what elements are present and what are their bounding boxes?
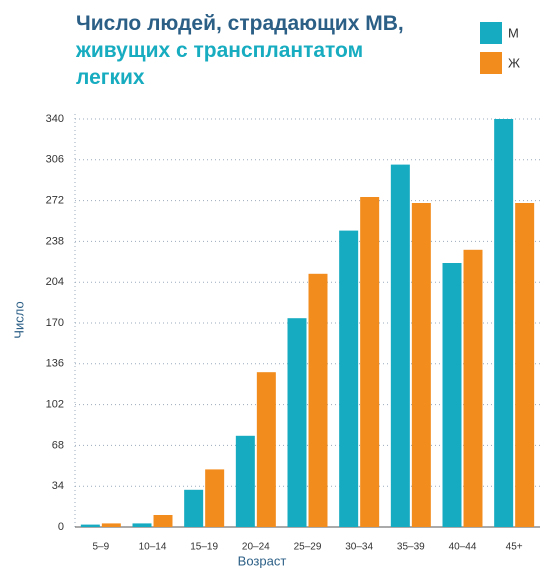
- bar: [235, 435, 255, 527]
- bar: [132, 523, 152, 527]
- bar: [515, 203, 535, 527]
- bar: [153, 515, 173, 527]
- title-part: живущих с трансплантатом легких: [76, 39, 364, 89]
- bar: [339, 230, 359, 527]
- x-tick-label: 20–24: [242, 542, 270, 553]
- legend-label: М: [508, 25, 519, 40]
- bar: [205, 469, 225, 527]
- y-tick-label: 68: [52, 439, 64, 451]
- y-tick-label: 340: [46, 113, 64, 125]
- y-tick-label: 34: [52, 480, 64, 492]
- chart-title: Число людей, страдающих МВ, живущих с тр…: [76, 10, 421, 91]
- y-tick-label: 102: [46, 399, 64, 411]
- y-tick-label: 306: [46, 154, 64, 166]
- bar: [184, 489, 204, 527]
- bar: [411, 203, 431, 527]
- x-tick-label: 5–9: [92, 542, 109, 553]
- y-tick-label: 272: [46, 195, 64, 207]
- y-tick-label: 170: [46, 317, 64, 329]
- y-tick-label: 238: [46, 235, 64, 247]
- legend-label: Ж: [508, 55, 520, 70]
- y-tick-label: 136: [46, 358, 64, 370]
- x-tick-label: 10–14: [139, 542, 167, 553]
- x-tick-label: 45+: [506, 542, 523, 553]
- bar: [308, 273, 328, 527]
- x-axis-label: Возраст: [238, 553, 287, 568]
- bar: [463, 249, 483, 528]
- x-tick-label: 35–39: [397, 542, 425, 553]
- bar: [101, 523, 121, 527]
- x-tick-label: 30–34: [345, 542, 373, 553]
- bar: [360, 197, 380, 527]
- legend-swatch: [480, 22, 502, 44]
- bar: [80, 524, 100, 527]
- legend-swatch: [480, 52, 502, 74]
- y-tick-label: 0: [58, 521, 64, 533]
- x-tick-label: 15–19: [190, 542, 218, 553]
- x-tick-label: 25–29: [294, 542, 322, 553]
- y-axis-label: Число: [11, 301, 26, 338]
- bar: [287, 318, 307, 527]
- x-tick-label: 40–44: [449, 542, 477, 553]
- bar: [256, 372, 276, 527]
- title-part: Число людей, страдающих МВ,: [76, 12, 404, 35]
- bar: [494, 119, 514, 527]
- bar: [442, 263, 462, 527]
- bar: [390, 164, 410, 527]
- y-tick-label: 204: [46, 276, 64, 288]
